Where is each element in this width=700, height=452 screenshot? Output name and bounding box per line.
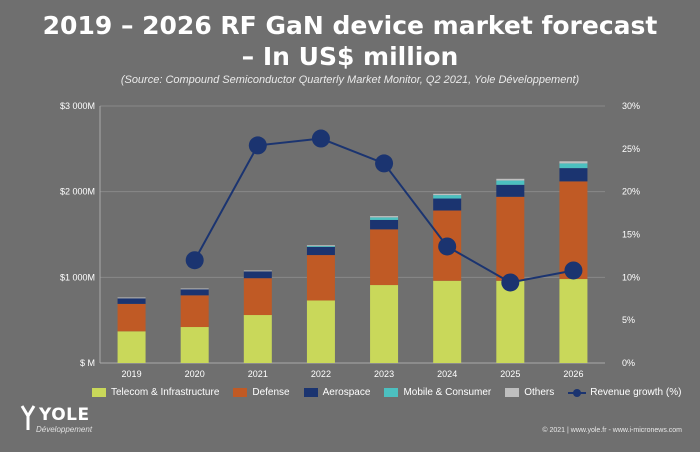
- bar-mobile-2026: [559, 163, 588, 169]
- legend-item-defense: Defense: [233, 387, 290, 398]
- logo-mark-icon: [20, 405, 36, 430]
- x-tick-label: 2021: [248, 369, 268, 379]
- legend-label-defense: Defense: [252, 387, 290, 398]
- chart-title-line1: 2019 – 2026 RF GaN device market forecas…: [42, 11, 658, 40]
- bar-aerospace-2021: [243, 271, 272, 279]
- chart-title-line2: – In US$ million: [241, 42, 459, 71]
- bar-telecom-2026: [559, 279, 588, 363]
- legend-label-aerospace: Aerospace: [322, 387, 371, 398]
- revenue-growth-point: [248, 136, 267, 155]
- revenue-growth-point: [501, 273, 520, 292]
- bar-others-2020: [180, 288, 209, 290]
- bar-others-2025: [496, 178, 525, 181]
- x-tick-label: 2022: [311, 369, 331, 379]
- bar-defense-2025: [496, 196, 525, 281]
- legend-item-aerospace: Aerospace: [303, 387, 371, 398]
- bar-defense-2021: [243, 278, 272, 316]
- bar-others-2026: [559, 161, 588, 164]
- bar-aerospace-2022: [306, 246, 335, 256]
- legend-swatch-others: [505, 388, 520, 397]
- chart-title: 2019 – 2026 RF GaN device market forecas…: [0, 10, 700, 72]
- x-tick-label: 2020: [185, 369, 205, 379]
- logo-subtitle: Développement: [36, 425, 93, 434]
- y-tick-label: $2 000M: [60, 187, 95, 197]
- bar-mobile-2024: [433, 195, 462, 199]
- legend-item-others: Others: [505, 387, 554, 398]
- chart-source: (Source: Compound Semiconductor Quarterl…: [120, 74, 580, 86]
- footer-credit: © 2021 | www.yole.fr - www.i-micronews.c…: [542, 427, 682, 434]
- legend-swatch-growth: [568, 388, 587, 398]
- legend-label-others: Others: [524, 387, 555, 398]
- bar-telecom-2023: [370, 285, 399, 363]
- legend-item-mobile: Mobile & Consumer: [384, 387, 491, 398]
- revenue-growth-point: [311, 129, 330, 148]
- bar-aerospace-2025: [496, 184, 525, 197]
- legend-swatch-defense: [233, 388, 248, 397]
- legend-swatch-mobile: [384, 388, 399, 397]
- legend-swatch-telecom: [92, 388, 106, 397]
- revenue-growth-point: [564, 261, 583, 280]
- bar-mobile-2023: [370, 217, 399, 220]
- bar-aerospace-2019: [117, 298, 146, 304]
- bar-aerospace-2023: [370, 219, 399, 230]
- legend-label-mobile: Mobile & Consumer: [403, 387, 492, 398]
- chart-legend: Telecom & Infrastructure Defense Aerospa…: [92, 387, 695, 398]
- bar-aerospace-2020: [180, 289, 209, 296]
- bar-others-2023: [370, 216, 399, 218]
- bar-telecom-2024: [433, 280, 462, 363]
- y-tick-label: $ M: [80, 358, 95, 368]
- x-tick-label: 2026: [563, 369, 583, 379]
- bar-telecom-2025: [496, 280, 525, 363]
- y2-tick-label: 25%: [622, 144, 640, 154]
- y2-tick-label: 10%: [622, 272, 640, 282]
- x-tick-label: 2025: [500, 369, 520, 379]
- bar-others-2021: [243, 270, 272, 272]
- legend-label-growth: Revenue growth (%): [590, 387, 682, 398]
- legend-swatch-aerospace: [303, 388, 318, 397]
- legend-item-growth: Revenue growth (%): [568, 387, 681, 398]
- y-tick-label: $3 000M: [60, 101, 95, 111]
- bar-aerospace-2024: [433, 198, 462, 211]
- y2-tick-label: 0%: [622, 358, 635, 368]
- revenue-growth-point: [185, 251, 204, 270]
- x-tick-label: 2024: [437, 369, 457, 379]
- x-tick-label: 2023: [374, 369, 394, 379]
- legend-label-telecom: Telecom & Infrastructure: [111, 387, 220, 398]
- bar-mobile-2022: [306, 246, 335, 247]
- bar-defense-2020: [180, 295, 209, 328]
- bar-telecom-2021: [243, 315, 272, 363]
- bar-others-2024: [433, 193, 462, 196]
- logo-name: YOLE: [39, 405, 90, 425]
- bar-telecom-2022: [306, 300, 335, 363]
- bar-telecom-2020: [180, 327, 209, 363]
- y2-tick-label: 20%: [622, 187, 640, 197]
- bar-defense-2023: [370, 229, 399, 286]
- y2-tick-label: 15%: [622, 230, 640, 240]
- legend-item-telecom: Telecom & Infrastructure: [92, 387, 219, 398]
- x-tick-label: 2019: [122, 369, 142, 379]
- bar-defense-2019: [117, 303, 146, 332]
- y2-tick-label: 30%: [622, 101, 640, 111]
- revenue-growth-point: [375, 154, 394, 173]
- bar-defense-2022: [306, 255, 335, 301]
- bar-aerospace-2026: [559, 168, 588, 182]
- y2-tick-label: 5%: [622, 315, 635, 325]
- bar-mobile-2025: [496, 180, 525, 185]
- y-tick-label: $1 000M: [60, 272, 95, 282]
- bar-others-2019: [117, 297, 146, 299]
- bar-telecom-2019: [117, 331, 146, 363]
- revenue-growth-point: [438, 237, 457, 256]
- bar-others-2022: [306, 245, 335, 247]
